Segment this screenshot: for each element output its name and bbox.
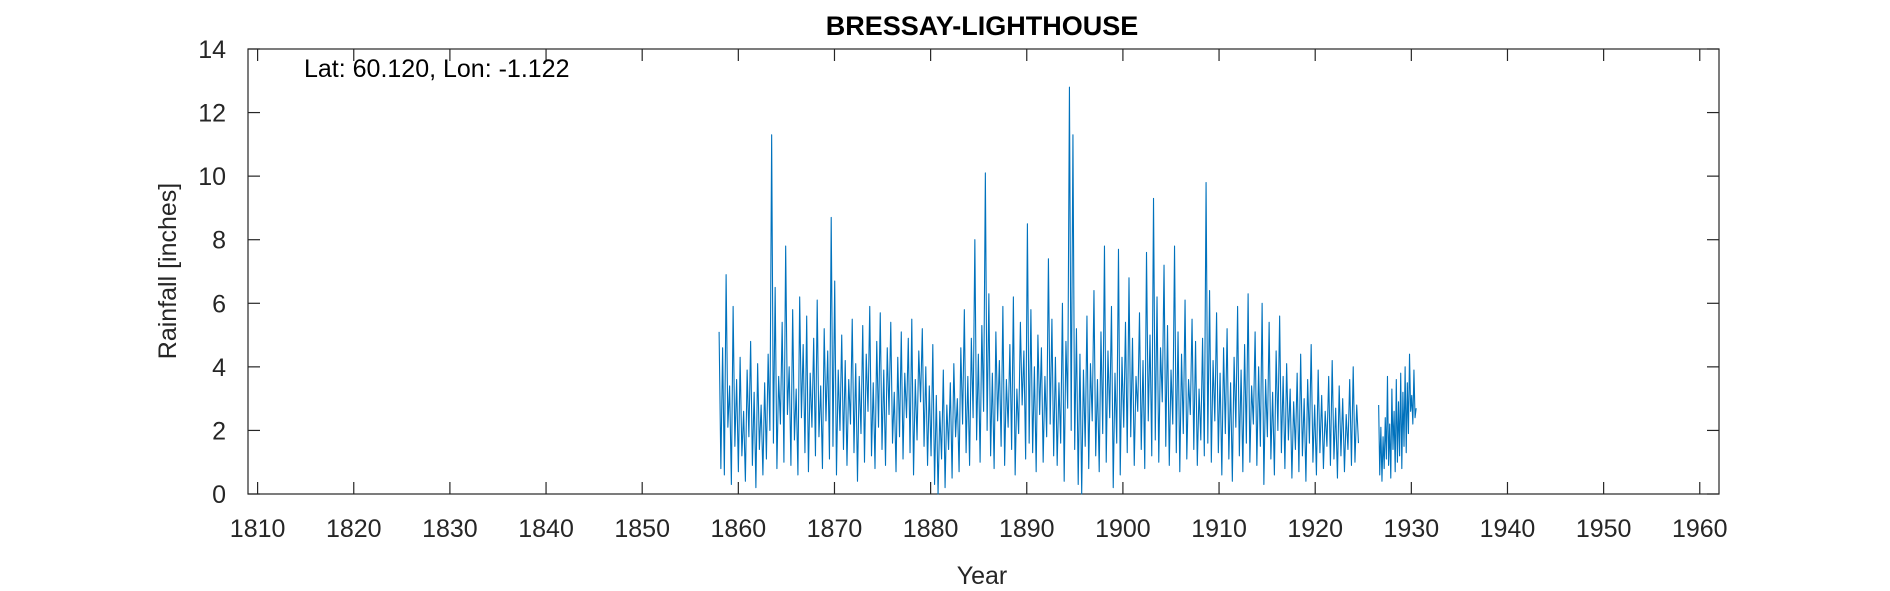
y-tick-label: 14	[198, 36, 226, 64]
y-tick-label: 12	[198, 100, 226, 128]
y-tick-label: 0	[212, 481, 226, 509]
axes-frame	[247, 48, 1720, 495]
rainfall-series-line-segment-1	[718, 86, 1360, 495]
chart-title: BRESSAY-LIGHTHOUSE	[826, 11, 1139, 41]
x-tick-label: 1810	[230, 515, 286, 543]
x-tick-label: 1840	[518, 515, 574, 543]
x-tick-label: 1860	[711, 515, 767, 543]
rainfall-series-line-segment-2	[1378, 353, 1417, 482]
y-tick-label: 2	[212, 417, 226, 445]
x-axis-ticks: 1810 1820 1830 1840 1850 1860 1870 1880 1890 1900…	[230, 49, 1728, 543]
x-tick-label: 1940	[1480, 515, 1536, 543]
x-tick-label: 1890	[999, 515, 1055, 543]
x-tick-label: 1880	[903, 515, 959, 543]
y-tick-label: 6	[212, 290, 226, 318]
x-tick-label: 1900	[1095, 515, 1151, 543]
x-tick-label: 1870	[807, 515, 863, 543]
x-tick-label: 1930	[1384, 515, 1440, 543]
plot-area: 1810 1820 1830 1840 1850 1860 1870 1880 1890 1900…	[198, 36, 1727, 543]
y-tick-label: 4	[212, 354, 226, 382]
y-tick-label: 8	[212, 227, 226, 255]
y-axis-label: Rainfall [inches]	[154, 183, 182, 359]
x-tick-label: 1950	[1576, 515, 1632, 543]
y-axis-ticks: 0 2 4 6 8 10 12 14	[198, 36, 1719, 509]
x-tick-label: 1910	[1191, 515, 1247, 543]
x-tick-label: 1920	[1287, 515, 1343, 543]
y-tick-label: 10	[198, 163, 226, 191]
x-tick-label: 1960	[1672, 515, 1728, 543]
series-layer	[718, 86, 1417, 495]
station-coordinates-annotation: Lat: 60.120, Lon: -1.122	[304, 55, 570, 83]
x-tick-label: 1850	[614, 515, 670, 543]
x-tick-label: 1830	[422, 515, 478, 543]
x-axis-label: Year	[957, 562, 1008, 590]
x-tick-label: 1820	[326, 515, 382, 543]
